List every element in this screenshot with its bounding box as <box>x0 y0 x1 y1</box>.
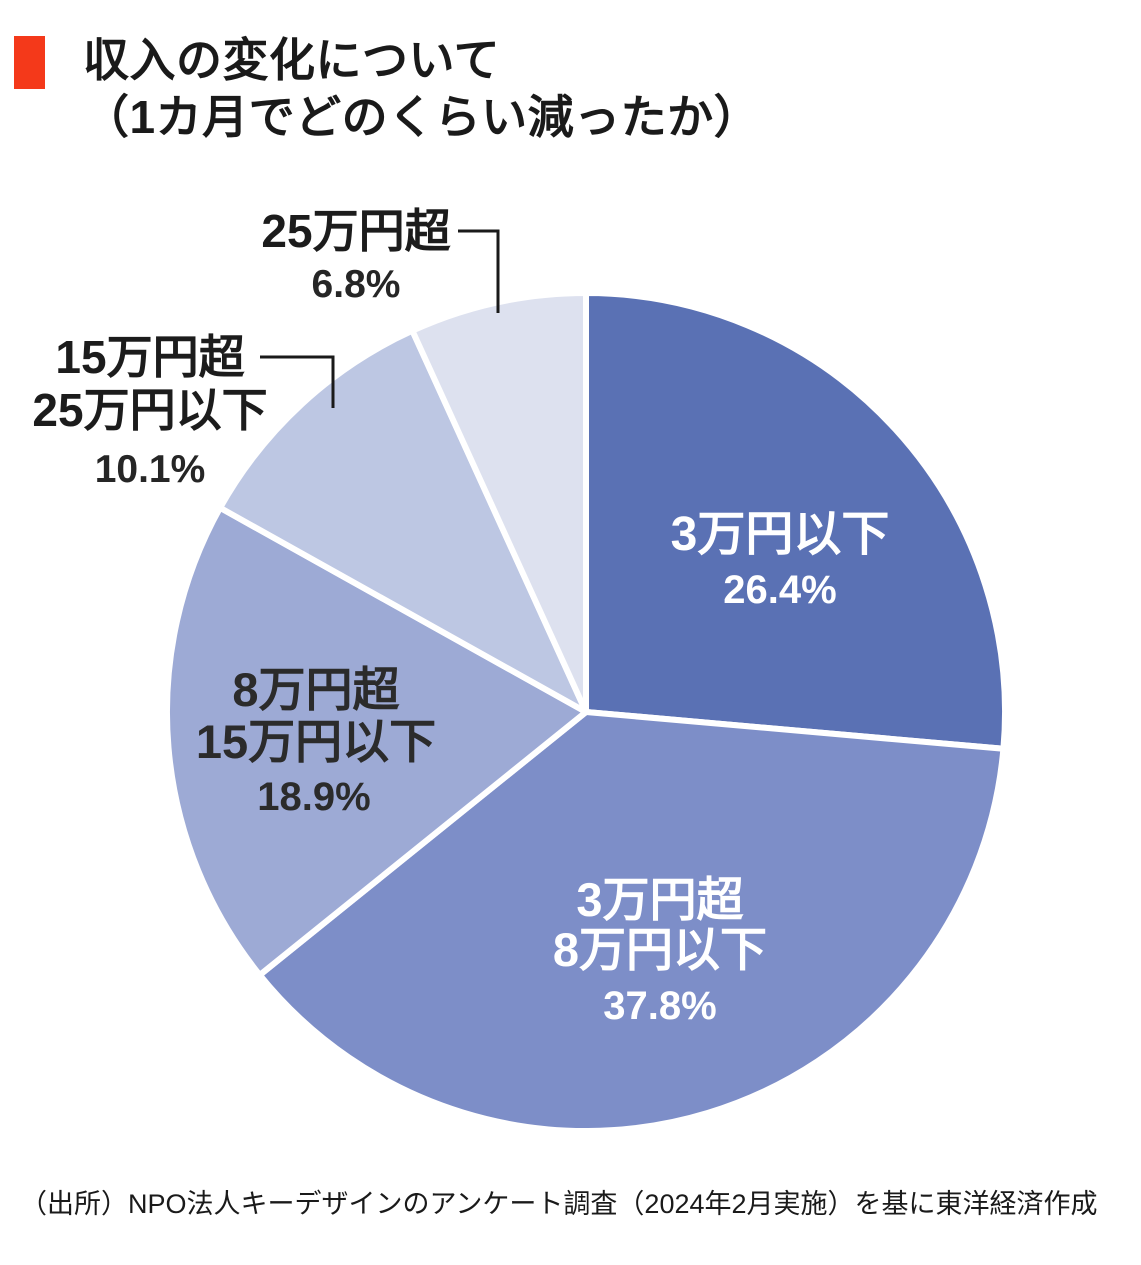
title-accent-square <box>14 36 45 89</box>
source-note: （出所）NPO法人キーデザインのアンケート調査（2024年2月実施）を基に東洋経… <box>20 1189 1098 1219</box>
slice-label-2-line1: 8万円超 <box>232 663 400 716</box>
slice-pct-0: 26.4% <box>723 568 836 612</box>
slice-label-1-line1: 3万円超 <box>576 873 744 926</box>
slice-label-1-line2: 8万円以下 <box>553 923 767 976</box>
pie-slice-0 <box>583 290 1009 752</box>
slice-label-15man-25man-line2: 25万円以下 <box>32 384 268 436</box>
slice-label-over-25man: 25万円超 <box>261 205 451 257</box>
chart-title-line1: 収入の変化について <box>83 34 501 86</box>
slice-pct-over-25man: 6.8% <box>311 263 401 306</box>
pie-slice-2 <box>163 504 589 978</box>
leader-line-over-25man <box>458 229 500 313</box>
slice-label-15man-25man-line1: 15万円超 <box>55 331 245 383</box>
chart-title: 収入の変化について （1カ月でどのくらい減ったか） <box>83 32 760 146</box>
outside-label-over-25man: 25万円超 6.8% <box>256 205 456 306</box>
slice-pct-15man-25man: 10.1% <box>94 448 206 491</box>
leader-line-15man-25man <box>260 355 335 408</box>
slice-pct-1: 37.8% <box>603 984 716 1028</box>
pie-slice-1 <box>256 709 1007 1135</box>
chart-title-line2: （1カ月でどのくらい減ったか） <box>83 91 761 143</box>
pie-slice-3 <box>217 327 589 715</box>
slice-pct-2: 18.9% <box>257 775 370 819</box>
slice-label-0-line1: 3万円以下 <box>671 508 890 561</box>
pie-slices <box>163 290 1009 1135</box>
slice-label-2-line2: 15万円以下 <box>196 715 436 768</box>
outside-label-15man-25man: 15万円超 25万円以下 10.1% <box>20 331 280 491</box>
